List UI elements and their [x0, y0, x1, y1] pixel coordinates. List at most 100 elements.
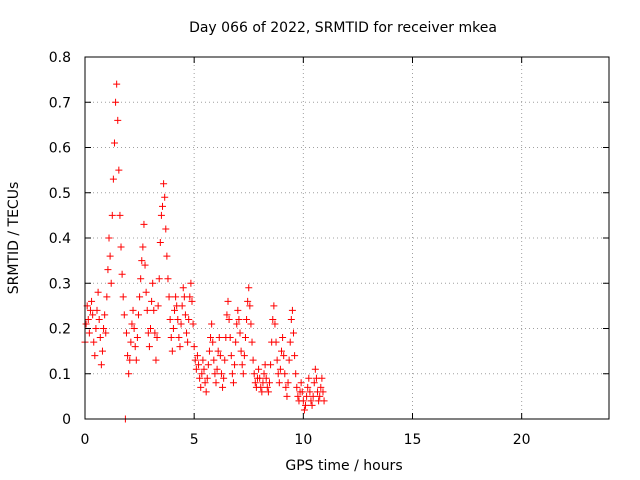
data-point [265, 379, 273, 387]
data-point [245, 284, 253, 292]
data-point [202, 388, 210, 396]
data-point [97, 361, 105, 369]
data-point [275, 379, 283, 387]
data-point [319, 388, 327, 396]
data-point [308, 401, 316, 409]
data-point [104, 266, 112, 274]
data-point [215, 334, 223, 342]
data-point [201, 379, 209, 387]
y-tick-label: 0.4 [49, 231, 71, 247]
data-point [195, 361, 203, 369]
data-point [186, 293, 194, 301]
data-point [88, 297, 96, 305]
data-point [153, 334, 161, 342]
data-point [304, 383, 312, 391]
data-point [102, 329, 110, 337]
data-point [318, 374, 326, 382]
data-point [300, 406, 308, 414]
data-point [160, 180, 168, 188]
data-point [114, 116, 122, 124]
data-point [183, 329, 191, 337]
data-point [112, 98, 120, 106]
data-point [172, 293, 180, 301]
data-point [236, 329, 244, 337]
y-axis-label: SRMTID / TECUs [6, 182, 22, 295]
data-point [237, 347, 245, 355]
data-point [287, 315, 295, 323]
data-point [219, 383, 227, 391]
data-point [302, 401, 310, 409]
data-point [278, 347, 285, 355]
y-tick-label: 0.2 [49, 322, 71, 338]
data-point [116, 211, 124, 219]
data-point [297, 379, 305, 387]
data-point [286, 338, 294, 346]
data-point [210, 356, 218, 364]
data-point [118, 270, 126, 278]
data-point [148, 297, 156, 305]
data-point [306, 388, 314, 396]
data-point [211, 370, 219, 378]
data-point [181, 311, 189, 319]
data-point [205, 347, 213, 355]
data-point [142, 288, 150, 296]
data-point [243, 315, 251, 323]
data-point [119, 293, 127, 301]
data-point [95, 315, 103, 323]
data-point [96, 334, 104, 342]
data-point [162, 225, 170, 233]
data-point [317, 383, 325, 391]
data-point [122, 329, 130, 337]
x-axis-label: GPS time / hours [285, 458, 402, 474]
data-point [109, 175, 117, 183]
data-point [193, 352, 201, 360]
data-point [224, 297, 232, 305]
y-tick-label: 0.7 [49, 95, 71, 111]
data-point [178, 302, 186, 310]
data-point [241, 334, 249, 342]
data-point [235, 315, 243, 323]
data-point [290, 329, 298, 337]
y-tick-label: 0.1 [49, 367, 71, 383]
data-point [138, 257, 146, 265]
data-point [203, 374, 211, 382]
data-point [91, 352, 99, 360]
data-point [187, 279, 195, 287]
data-point [139, 243, 147, 251]
data-point [110, 139, 118, 147]
x-tick-label: 15 [404, 432, 422, 448]
data-point [127, 338, 135, 346]
data-point [120, 311, 128, 319]
data-point [233, 320, 241, 328]
data-point [117, 243, 125, 251]
data-point [264, 388, 272, 396]
data-point [292, 370, 300, 378]
data-point [258, 388, 266, 396]
data-point [209, 338, 217, 346]
data-point [207, 334, 215, 342]
data-point [239, 370, 247, 378]
data-point [303, 392, 311, 400]
data-point [136, 293, 144, 301]
data-point [151, 329, 159, 337]
data-point [229, 379, 237, 387]
data-point [144, 329, 152, 337]
data-point [189, 320, 197, 328]
data-point [298, 388, 306, 396]
y-tick-label: 0.8 [49, 50, 71, 66]
data-point [283, 392, 291, 400]
data-point [228, 370, 236, 378]
data-point [155, 275, 163, 283]
data-point [134, 311, 142, 319]
data-point [184, 338, 192, 346]
data-point [132, 356, 140, 364]
data-point [267, 361, 275, 369]
data-point [259, 379, 267, 387]
data-point [309, 392, 317, 400]
data-point [251, 379, 259, 387]
data-point [154, 302, 162, 310]
data-point [106, 252, 114, 260]
y-tick-label: 0.6 [49, 141, 71, 157]
data-point [126, 356, 134, 364]
data-point [94, 288, 102, 296]
